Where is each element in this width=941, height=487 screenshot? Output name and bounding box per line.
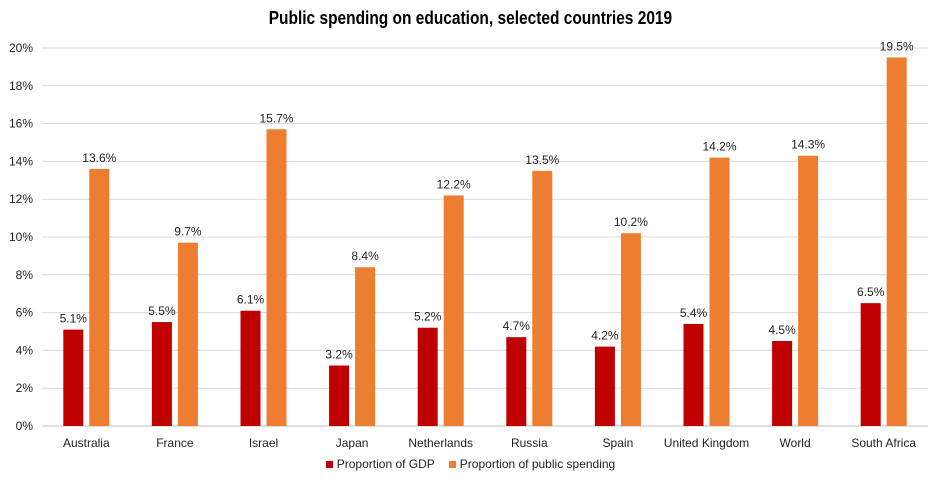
y-tick-label: 6%	[16, 306, 34, 320]
y-tick-label: 2%	[16, 381, 34, 395]
x-tick-label: South Africa	[851, 436, 916, 450]
data-label: 4.7%	[503, 319, 531, 333]
y-tick-label: 10%	[9, 230, 33, 244]
bar-public-spending	[709, 157, 730, 426]
data-label: 12.2%	[437, 177, 471, 191]
bar-public-spending	[798, 155, 819, 427]
data-label: 14.3%	[791, 138, 825, 152]
legend-label-gdp: Proportion of GDP	[336, 457, 435, 471]
legend: Proportion of GDP Proportion of public s…	[0, 457, 941, 471]
data-label: 4.5%	[768, 323, 796, 337]
data-label: 9.7%	[174, 225, 202, 239]
bar-public-spending	[620, 233, 641, 426]
x-tick-label: World	[780, 436, 811, 450]
bar-public-spending	[89, 168, 110, 426]
bar-public-spending	[886, 57, 907, 426]
legend-item-public: Proportion of public spending	[448, 457, 616, 471]
y-tick-label: 16%	[9, 117, 33, 131]
data-label: 14.2%	[702, 140, 736, 154]
bar-gdp	[63, 329, 84, 426]
bar-gdp	[417, 327, 438, 426]
bar-public-spending	[177, 242, 198, 426]
y-tick-label: 18%	[9, 79, 33, 93]
bar-gdp	[151, 322, 172, 426]
data-label: 13.5%	[525, 153, 559, 167]
data-label: 15.7%	[259, 111, 293, 125]
data-label: 3.2%	[325, 348, 353, 362]
data-label: 8.4%	[351, 249, 379, 263]
data-label: 10.2%	[614, 215, 648, 229]
bar-gdp	[772, 340, 793, 426]
legend-swatch-gdp	[325, 460, 333, 468]
x-tick-label: United Kingdom	[664, 436, 749, 450]
bar-public-spending	[355, 267, 376, 426]
bar-public-spending	[266, 129, 287, 426]
x-tick-label: France	[156, 436, 194, 450]
y-tick-label: 8%	[16, 268, 34, 282]
data-label: 19.5%	[880, 39, 914, 53]
bar-public-spending	[532, 170, 553, 426]
y-tick-label: 4%	[16, 343, 34, 357]
data-label: 6.5%	[857, 285, 885, 299]
x-tick-label: Japan	[336, 436, 369, 450]
data-label: 5.1%	[60, 312, 88, 326]
data-label: 5.5%	[148, 304, 176, 318]
y-tick-label: 20%	[9, 41, 33, 55]
bar-gdp	[860, 303, 881, 426]
y-tick-label: 0%	[16, 419, 34, 433]
legend-item-gdp: Proportion of GDP	[325, 457, 435, 471]
x-tick-label: Israel	[249, 436, 278, 450]
bar-gdp	[506, 337, 527, 426]
x-tick-label: Australia	[63, 436, 110, 450]
bar-gdp	[240, 310, 261, 426]
legend-swatch-public	[448, 460, 456, 468]
legend-label-public: Proportion of public spending	[459, 457, 616, 471]
data-label: 5.2%	[414, 310, 442, 324]
x-tick-label: Netherlands	[408, 436, 473, 450]
data-label: 6.1%	[237, 293, 265, 307]
y-tick-label: 14%	[9, 154, 33, 168]
data-label: 13.6%	[82, 151, 116, 165]
bar-gdp	[683, 323, 704, 426]
x-tick-label: Spain	[603, 436, 634, 450]
bar-gdp	[594, 346, 615, 426]
y-tick-label: 12%	[9, 192, 33, 206]
chart-title: Public spending on education, selected c…	[268, 8, 673, 28]
bar-public-spending	[443, 195, 464, 426]
data-label: 4.2%	[591, 329, 619, 343]
data-label: 5.4%	[680, 306, 708, 320]
x-tick-label: Russia	[511, 436, 548, 450]
bar-gdp	[329, 365, 350, 426]
